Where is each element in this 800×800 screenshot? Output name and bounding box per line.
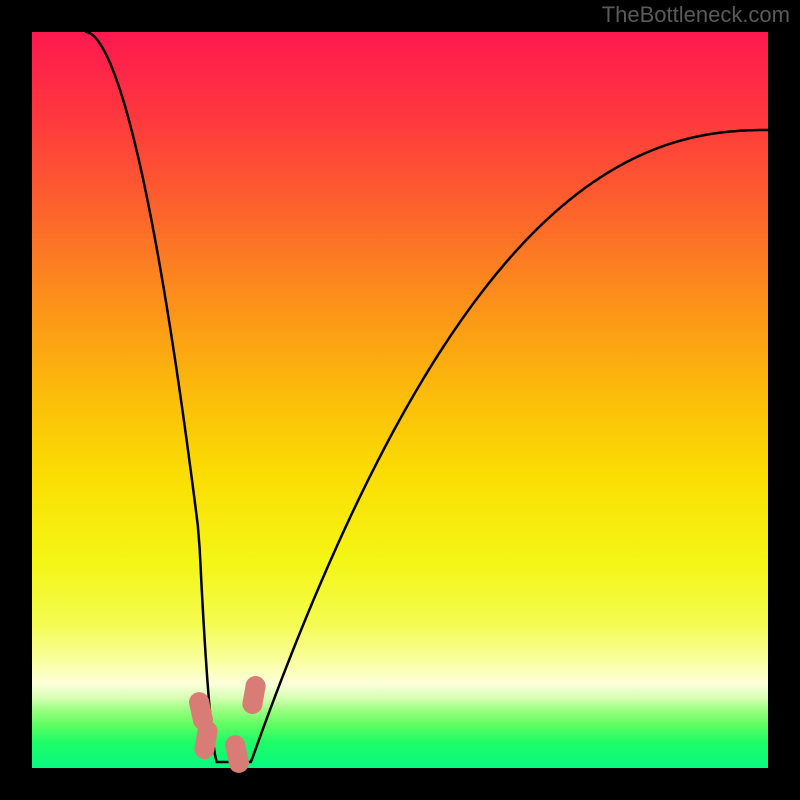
bottleneck-curve-chart <box>0 0 800 800</box>
chart-gradient-background <box>32 32 768 768</box>
watermark-text: TheBottleneck.com <box>602 2 790 28</box>
chart-container: TheBottleneck.com <box>0 0 800 800</box>
